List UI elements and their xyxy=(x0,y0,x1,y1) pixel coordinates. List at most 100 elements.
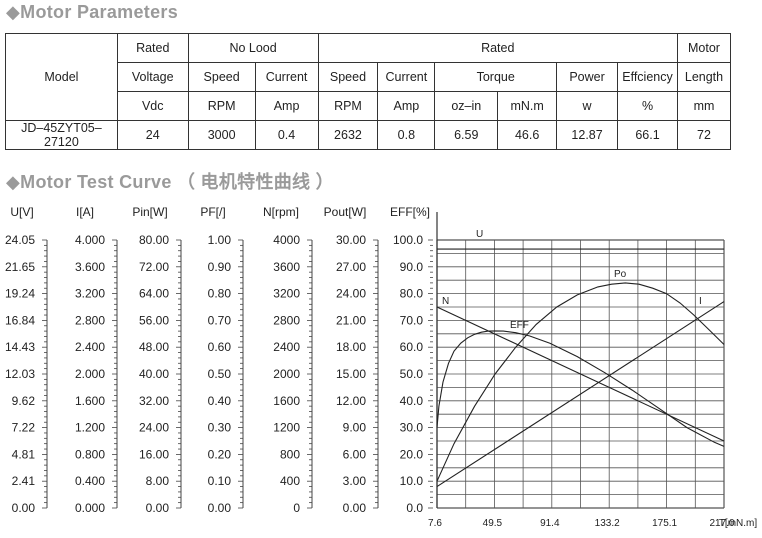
scale-label: EFF[%] xyxy=(390,205,430,219)
series-label-po: Po xyxy=(614,269,627,280)
torque-mn-value: 46.6 xyxy=(497,120,558,150)
scale-tick-label: 0.70 xyxy=(208,313,232,327)
series-line-n xyxy=(436,306,725,442)
scale-label: N[rpm] xyxy=(263,205,299,219)
scale-tick-label: 72.00 xyxy=(139,260,169,274)
power-unit: w xyxy=(556,91,619,121)
scale-tick-label: 0.000 xyxy=(75,501,105,515)
scale-tick-label: 60.0 xyxy=(400,340,424,354)
scale-tick-label: 3.200 xyxy=(75,287,105,301)
scale-tick-label: 1.600 xyxy=(75,394,105,408)
scale-tick-label: 2800 xyxy=(273,313,300,327)
efficiency-value: 66.1 xyxy=(617,120,678,150)
scale-tick-label: 0.40 xyxy=(208,394,232,408)
scale-tick-label: 0.50 xyxy=(208,367,232,381)
efficiency-unit: % xyxy=(617,91,678,121)
scale-tick-label: 24.05 xyxy=(5,233,35,247)
scale-tick-label: 3.00 xyxy=(343,474,367,488)
series-line-eff xyxy=(436,330,725,447)
power-header: Power xyxy=(556,62,619,92)
scale-tick-label: 3.600 xyxy=(75,260,105,274)
no-load-current-value: 0.4 xyxy=(254,120,319,150)
scale-tick-label: 80.0 xyxy=(400,287,424,301)
scale-tick-label: 9.62 xyxy=(12,394,36,408)
no-load-speed-header: Speed xyxy=(187,62,256,92)
x-tick-label: 7.6 xyxy=(428,518,442,529)
efficiency-header: Effciency xyxy=(617,62,678,92)
voltage-value: 24 xyxy=(116,120,189,150)
rated-voltage-group: Rated xyxy=(116,33,189,63)
scale-tick-label: 70.0 xyxy=(400,313,424,327)
length-value: 72 xyxy=(676,120,732,150)
speed-header: Speed xyxy=(317,62,379,92)
scale-tick-label: 19.24 xyxy=(5,287,35,301)
x-tick-label: 91.4 xyxy=(540,518,560,529)
series-line-po xyxy=(436,282,725,482)
table-row: JD–45ZYT05–27120 24 3000 0.4 2632 0.8 6.… xyxy=(5,120,732,150)
scale-tick-label: 12.00 xyxy=(336,394,366,408)
motor-parameters-table: Model Rated No Lood Rated Motor Voltage … xyxy=(5,33,732,150)
scale-tick-label: 0.00 xyxy=(146,501,170,515)
scale-tick-label: 32.00 xyxy=(139,394,169,408)
scale-tick-label: 30.00 xyxy=(336,233,366,247)
scale-tick-label: 0.30 xyxy=(208,421,232,435)
scale-tick-label: 0.20 xyxy=(208,447,232,461)
no-load-speed-value: 3000 xyxy=(187,120,256,150)
scale-tick-label: 14.43 xyxy=(5,340,35,354)
no-load-current-unit: Amp xyxy=(254,91,319,121)
scale-label: Pout[W] xyxy=(324,205,367,219)
scale-tick-label: 16.00 xyxy=(139,447,169,461)
scale-tick-label: 90.0 xyxy=(400,260,424,274)
scale-tick-label: 3600 xyxy=(273,260,300,274)
scale-label: U[V] xyxy=(10,205,33,219)
scale-tick-label: 100.0 xyxy=(393,233,423,247)
scale-tick-label: 18.00 xyxy=(336,340,366,354)
scale-tick-label: 0.0 xyxy=(406,501,423,515)
scale-tick-label: 7.22 xyxy=(12,421,36,435)
scale-tick-label: 2.000 xyxy=(75,367,105,381)
power-value: 12.87 xyxy=(556,120,619,150)
torque-oz-value: 6.59 xyxy=(434,120,499,150)
torque-header: Torque xyxy=(434,62,558,92)
scale-tick-label: 48.00 xyxy=(139,340,169,354)
length-unit: mm xyxy=(676,91,732,121)
scale-tick-label: 0.400 xyxy=(75,474,105,488)
scale-tick-label: 2.400 xyxy=(75,340,105,354)
scale-tick-label: 0.10 xyxy=(208,474,232,488)
no-load-group: No Lood xyxy=(187,33,319,63)
scale-tick-label: 0.90 xyxy=(208,260,232,274)
scale-tick-label: 64.00 xyxy=(139,287,169,301)
scale-tick-label: 0.800 xyxy=(75,447,105,461)
model-header: Model xyxy=(5,33,118,121)
x-tick-label: 49.5 xyxy=(483,518,503,529)
x-tick-label: 133.2 xyxy=(595,518,620,529)
scale-tick-label: 8.00 xyxy=(146,474,170,488)
scale-tick-label: 1.00 xyxy=(208,233,232,247)
scale-tick-label: 1.200 xyxy=(75,421,105,435)
scale-tick-label: 21.00 xyxy=(336,313,366,327)
motor-test-curve-heading: ◆Motor Test Curve （ 电机特性曲线 ） xyxy=(6,172,334,192)
scale-tick-label: 2000 xyxy=(273,367,300,381)
scale-tick-label: 4000 xyxy=(273,233,300,247)
table-header-row-2: Voltage Speed Current Speed Current Torq… xyxy=(6,62,732,92)
scale-tick-label: 40.0 xyxy=(400,394,424,408)
table-header-row-1: Model Rated No Lood Rated Motor xyxy=(5,33,732,121)
scale-label: Pin[W] xyxy=(132,205,167,219)
x-tick-label: 175.1 xyxy=(652,518,677,529)
model-value: JD–45ZYT05–27120 xyxy=(5,120,118,150)
scale-tick-label: 0 xyxy=(293,501,300,515)
scale-tick-label: 24.00 xyxy=(139,421,169,435)
no-load-current-header: Current xyxy=(254,62,319,92)
scale-tick-label: 9.00 xyxy=(343,421,367,435)
scale-tick-label: 2.800 xyxy=(75,313,105,327)
motor-parameters-heading: ◆Motor Parameters xyxy=(6,2,179,22)
torque-oz-unit: oz–in xyxy=(434,91,499,121)
current-header: Current xyxy=(377,62,436,92)
table-units-row: Vdc RPM Amp RPM Amp oz–in mN.m w % mm xyxy=(6,91,732,121)
scale-tick-label: 0.00 xyxy=(343,501,367,515)
scale-tick-label: 12.03 xyxy=(5,367,35,381)
scale-tick-label: 27.00 xyxy=(336,260,366,274)
scale-tick-label: 40.00 xyxy=(139,367,169,381)
motor-group: Motor xyxy=(676,33,732,63)
series-label-u: U xyxy=(476,229,483,240)
